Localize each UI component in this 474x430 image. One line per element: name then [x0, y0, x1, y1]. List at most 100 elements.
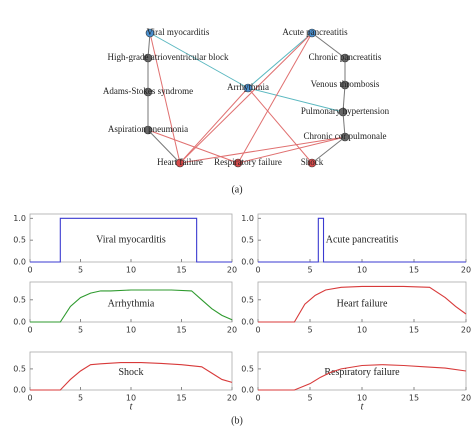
x-tick-label: 5: [307, 266, 312, 275]
edge: [247, 87, 313, 164]
data-line: [258, 217, 466, 263]
edge: [147, 129, 239, 164]
edge: [147, 129, 181, 164]
x-tick-label: 5: [78, 266, 83, 275]
y-tick-label: 0.0: [13, 258, 26, 267]
chart-title: Acute pancreatitis: [326, 235, 399, 246]
edge: [237, 32, 313, 164]
edge: [149, 32, 181, 164]
network-diagram: Viral myocarditis High-grade atrioventric…: [103, 27, 390, 168]
x-tick-label: 20: [227, 394, 237, 403]
caption-b: (b): [231, 415, 243, 426]
node: [145, 28, 155, 38]
y-tick-label: 0.5: [241, 295, 254, 304]
x-tick-label: 15: [176, 326, 186, 335]
y-tick-label: 0.5: [241, 236, 254, 245]
node-label: Respiratory failure: [214, 157, 282, 167]
x-tick-label: 10: [357, 326, 367, 335]
x-tick-label: 0: [255, 394, 260, 403]
caption-a: (a): [231, 184, 242, 195]
chart-title: Shock: [119, 367, 144, 378]
node-label: Venous thrombosis: [311, 79, 380, 89]
x-tick-label: 5: [78, 394, 83, 403]
y-tick-label: 1.0: [13, 214, 26, 223]
node: [243, 83, 253, 93]
x-tick-label: 0: [27, 394, 32, 403]
x-tick-label: 20: [461, 326, 471, 335]
node-label: Arrhythmia: [227, 82, 269, 92]
y-tick-label: 0.5: [241, 364, 254, 373]
y-tick-label: 0.0: [241, 386, 254, 395]
x-tick-label: 10: [126, 326, 136, 335]
x-tick-label: 20: [461, 266, 471, 275]
data-line: [30, 362, 233, 391]
chart-title: Viral myocarditis: [96, 235, 166, 246]
edge: [247, 32, 313, 89]
edge: [149, 32, 249, 89]
node-label: Adams-Stokes syndrome: [103, 86, 193, 96]
x-tick-label: 15: [409, 326, 419, 335]
node: [340, 132, 350, 142]
x-tick-label: 10: [126, 266, 136, 275]
x-axis-label: t: [361, 401, 364, 412]
node-label: Viral myocarditis: [147, 27, 210, 37]
edge: [311, 32, 346, 59]
data-line: [30, 217, 232, 263]
x-tick-label: 15: [409, 266, 419, 275]
chart-title: Arrhythmia: [108, 298, 155, 309]
x-tick-label: 5: [307, 326, 312, 335]
x-tick-label: 20: [461, 394, 471, 403]
edge: [179, 136, 346, 164]
x-tick-label: 0: [255, 326, 260, 335]
y-tick-label: 0.0: [13, 386, 26, 395]
x-tick-label: 0: [27, 266, 32, 275]
y-tick-label: 0.0: [13, 318, 26, 327]
node: [143, 87, 153, 97]
x-tick-label: 20: [227, 266, 237, 275]
node: [307, 158, 317, 168]
x-tick-label: 15: [409, 394, 419, 403]
x-tick-label: 10: [126, 394, 136, 403]
node-label: High-grade atrioventricular block: [108, 52, 229, 62]
node-label: Chronic pancreatitis: [309, 52, 382, 62]
node: [340, 80, 350, 90]
node-label: Acute pancreatitis: [282, 27, 348, 37]
node: [233, 158, 243, 168]
data-line: [258, 285, 467, 323]
edge: [237, 136, 346, 164]
x-tick-label: 5: [78, 326, 83, 335]
edge: [247, 87, 344, 113]
x-tick-label: 0: [27, 326, 32, 335]
x-tick-label: 20: [227, 326, 237, 335]
y-tick-label: 0.5: [13, 295, 26, 304]
x-tick-label: 10: [357, 266, 367, 275]
data-line: [30, 289, 233, 323]
y-tick-label: 0.0: [241, 318, 254, 327]
node: [175, 158, 185, 168]
chart-title: Respiratory failure: [324, 367, 400, 378]
x-axis-label: t: [130, 401, 133, 412]
node: [340, 53, 350, 63]
node: [307, 28, 317, 38]
node: [338, 107, 348, 117]
x-tick-label: 15: [176, 266, 186, 275]
node: [143, 53, 153, 63]
node-label: Aspiration pneumonia: [108, 124, 188, 134]
y-tick-label: 1.0: [241, 214, 254, 223]
node-label: Heart failure: [157, 157, 203, 167]
x-tick-label: 0: [255, 266, 260, 275]
x-tick-label: 15: [176, 394, 186, 403]
node-label: Chronic cor pulmonale: [304, 131, 387, 141]
y-tick-label: 0.0: [241, 258, 254, 267]
x-tick-label: 10: [357, 394, 367, 403]
node-label: Shock: [301, 157, 324, 167]
data-line: [258, 364, 467, 391]
node-label: Pulmonary hypertension: [301, 106, 390, 116]
y-tick-label: 0.5: [13, 236, 26, 245]
edge: [342, 84, 346, 113]
y-tick-label: 0.5: [13, 364, 26, 373]
x-tick-label: 5: [307, 394, 312, 403]
edge: [311, 136, 346, 164]
edge: [179, 87, 249, 164]
